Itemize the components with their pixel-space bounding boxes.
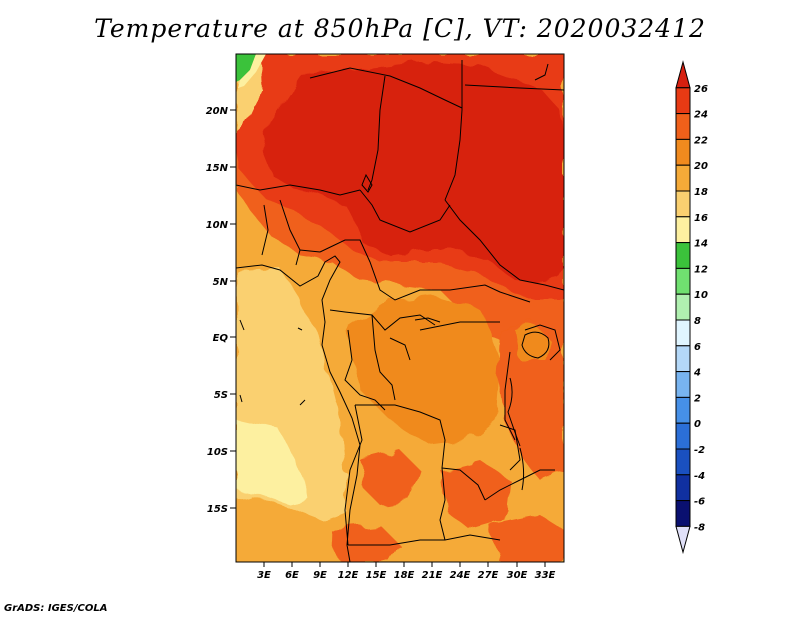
coastlines [236, 63, 549, 562]
lat-label: EQ [213, 333, 229, 344]
lon-label: 18E [394, 570, 415, 581]
lon-label: 21E [422, 570, 443, 581]
colorbar-label: 24 [694, 110, 708, 121]
colorbar-min-arrow [675, 525, 691, 555]
lat-label: 20N [206, 106, 229, 117]
colorbar-segment [675, 216, 691, 244]
latitude-axis: 20N 15N 10N 5N EQ 5S 10S 15S [206, 106, 236, 515]
colorbar-label: 12 [694, 264, 708, 275]
colorbar-label: 2 [694, 393, 701, 404]
lat-label: 5S [214, 390, 228, 401]
colorbar-label: 14 [694, 239, 708, 250]
colorbar-segment [675, 396, 691, 424]
map-title: Temperature at 850hPa [C], VT: 202003241… [94, 14, 706, 43]
colorbar-label: 26 [694, 84, 708, 95]
colorbar-label: -8 [694, 522, 705, 533]
colorbar-segment [675, 474, 691, 502]
colorbar-label: 8 [694, 316, 701, 327]
lat-label: 15N [206, 163, 229, 174]
lat-label: 5N [213, 277, 229, 288]
lon-label: 6E [285, 570, 299, 581]
colorbar-segment [675, 164, 691, 192]
colorbar-label: 20 [694, 161, 708, 172]
temperature-field [236, 54, 564, 562]
lat-label: 10S [207, 447, 228, 458]
map-frame [235, 53, 565, 563]
colorbar-segment [675, 267, 691, 295]
colorbar-segment [675, 500, 691, 527]
longitude-axis: 3E 6E 9E 12E 15E 18E 21E 24E 27E 30E 33E [257, 562, 556, 581]
lon-label: 9E [313, 570, 327, 581]
colorbar-label: -2 [694, 445, 705, 456]
grads-credit: GrADS: IGES/COLA [4, 603, 108, 614]
lon-label: 27E [478, 570, 499, 581]
lon-label: 15E [366, 570, 387, 581]
colorbar-segment [675, 293, 691, 321]
colorbar-label: 10 [694, 290, 708, 301]
colorbar-segment [675, 113, 691, 140]
colorbar-segment [675, 345, 691, 373]
lon-label: 30E [507, 570, 528, 581]
lat-label: 10N [206, 220, 229, 231]
lon-label: 24E [450, 570, 471, 581]
lon-label: 33E [535, 570, 556, 581]
lon-label: 3E [257, 570, 271, 581]
colorbar-segment [675, 371, 691, 398]
colorbar-segment [675, 138, 691, 166]
colorbar-segment [675, 319, 691, 347]
colorbar-label: -4 [694, 471, 705, 482]
colorbar-label: 0 [694, 419, 701, 430]
colorbar-segment [675, 190, 691, 218]
lon-label: 12E [338, 570, 359, 581]
colorbar-label: -6 [694, 497, 705, 508]
colorbar-label: 6 [694, 342, 701, 353]
colorbar-segment [675, 448, 691, 476]
lat-label: 15S [207, 504, 228, 515]
colorbar-label: 16 [694, 213, 708, 224]
colorbar-label: 22 [694, 135, 708, 146]
lakes [361, 173, 550, 491]
colorbar-segment [675, 422, 691, 450]
colorbar-label: 18 [694, 187, 708, 198]
colorbar-segment [675, 242, 691, 269]
colorbar-max-arrow [675, 60, 691, 89]
colorbar-label: 4 [693, 368, 701, 379]
colorbar-segment [675, 87, 691, 115]
country-boundaries [236, 60, 564, 546]
